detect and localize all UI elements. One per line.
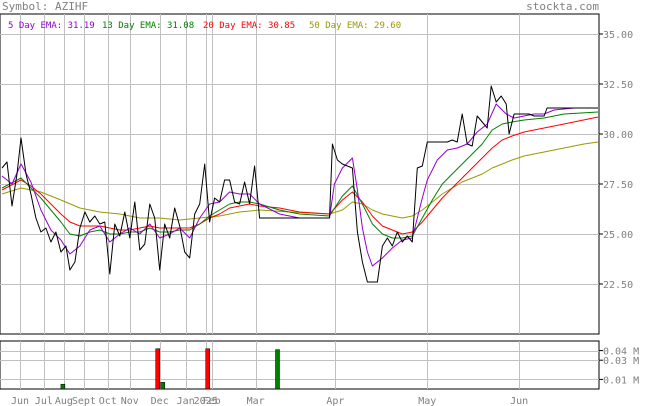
site-label[interactable]: stockta.com bbox=[526, 0, 599, 13]
x-tick-label: Jul bbox=[35, 396, 53, 406]
price-y-axis: 35.00 32.50 30.00 27.50 25.00 22.50 bbox=[599, 30, 633, 291]
volume-bar bbox=[155, 348, 160, 390]
legend-ema5: 5 Day EMA: 31.19 bbox=[8, 21, 95, 31]
x-tick-label: Feb bbox=[203, 396, 221, 406]
volume-bar bbox=[205, 348, 210, 390]
x-tick-label: Sept bbox=[72, 396, 96, 406]
symbol-label: Symbol: AZIHF bbox=[2, 0, 88, 13]
x-tick-label: Aug bbox=[55, 396, 73, 406]
x-tick-label: 2025 bbox=[194, 396, 218, 406]
price-y-tick-label: 35.00 bbox=[603, 30, 633, 41]
x-tick-label: Mar bbox=[247, 396, 265, 406]
x-tick-label: May bbox=[418, 396, 436, 406]
volume-y-tick-label: 0.03 M bbox=[603, 356, 639, 367]
volume-bar bbox=[275, 349, 280, 390]
volume-y-axis: 0.04 M0.03 M 0.01 M bbox=[599, 347, 639, 386]
price-y-tick-label: 22.50 bbox=[603, 280, 633, 291]
price-y-tick-label: 27.50 bbox=[603, 180, 633, 191]
volume-y-tick-label: 0.04 M bbox=[603, 347, 639, 358]
price-y-tick-label: 25.00 bbox=[603, 230, 633, 241]
legend-ema50: 50 Day EMA: 29.60 bbox=[309, 21, 401, 31]
volume-grid bbox=[0, 341, 599, 389]
price-series bbox=[1, 85, 599, 283]
price-frame bbox=[0, 13, 600, 335]
ema-legend: 5 Day EMA: 31.19 13 Day EMA: 31.08 20 Da… bbox=[8, 21, 401, 31]
volume-bar bbox=[60, 383, 66, 390]
price-grid bbox=[0, 14, 599, 334]
legend-ema13: 13 Day EMA: 31.08 bbox=[102, 21, 194, 31]
x-tick-label: Oct bbox=[99, 396, 117, 406]
price-y-tick-label: 32.50 bbox=[603, 80, 633, 91]
price-y-tick-label: 30.00 bbox=[603, 130, 633, 141]
price-panel: 5 Day EMA: 31.19 13 Day EMA: 31.08 20 Da… bbox=[0, 13, 633, 335]
ema50-line bbox=[1, 141, 599, 221]
volume-bars bbox=[60, 348, 280, 390]
x-tick-label: Jun bbox=[510, 396, 528, 406]
price-line bbox=[1, 85, 598, 283]
x-tick-label: Dec bbox=[151, 396, 169, 406]
volume-panel: 0.04 M0.03 M 0.01 M bbox=[0, 340, 639, 390]
x-tick-label: Jan bbox=[177, 396, 195, 406]
x-tick-label: Apr bbox=[326, 396, 344, 406]
volume-bar bbox=[160, 382, 165, 390]
volume-y-tick-label: 0.01 M bbox=[603, 375, 639, 386]
x-tick-label: Nov bbox=[121, 396, 139, 406]
ema20-line bbox=[1, 116, 599, 235]
legend-ema20: 20 Day EMA: 30.85 bbox=[203, 21, 295, 31]
volume-frame bbox=[0, 340, 600, 390]
x-tick-label: Jun bbox=[11, 396, 29, 406]
